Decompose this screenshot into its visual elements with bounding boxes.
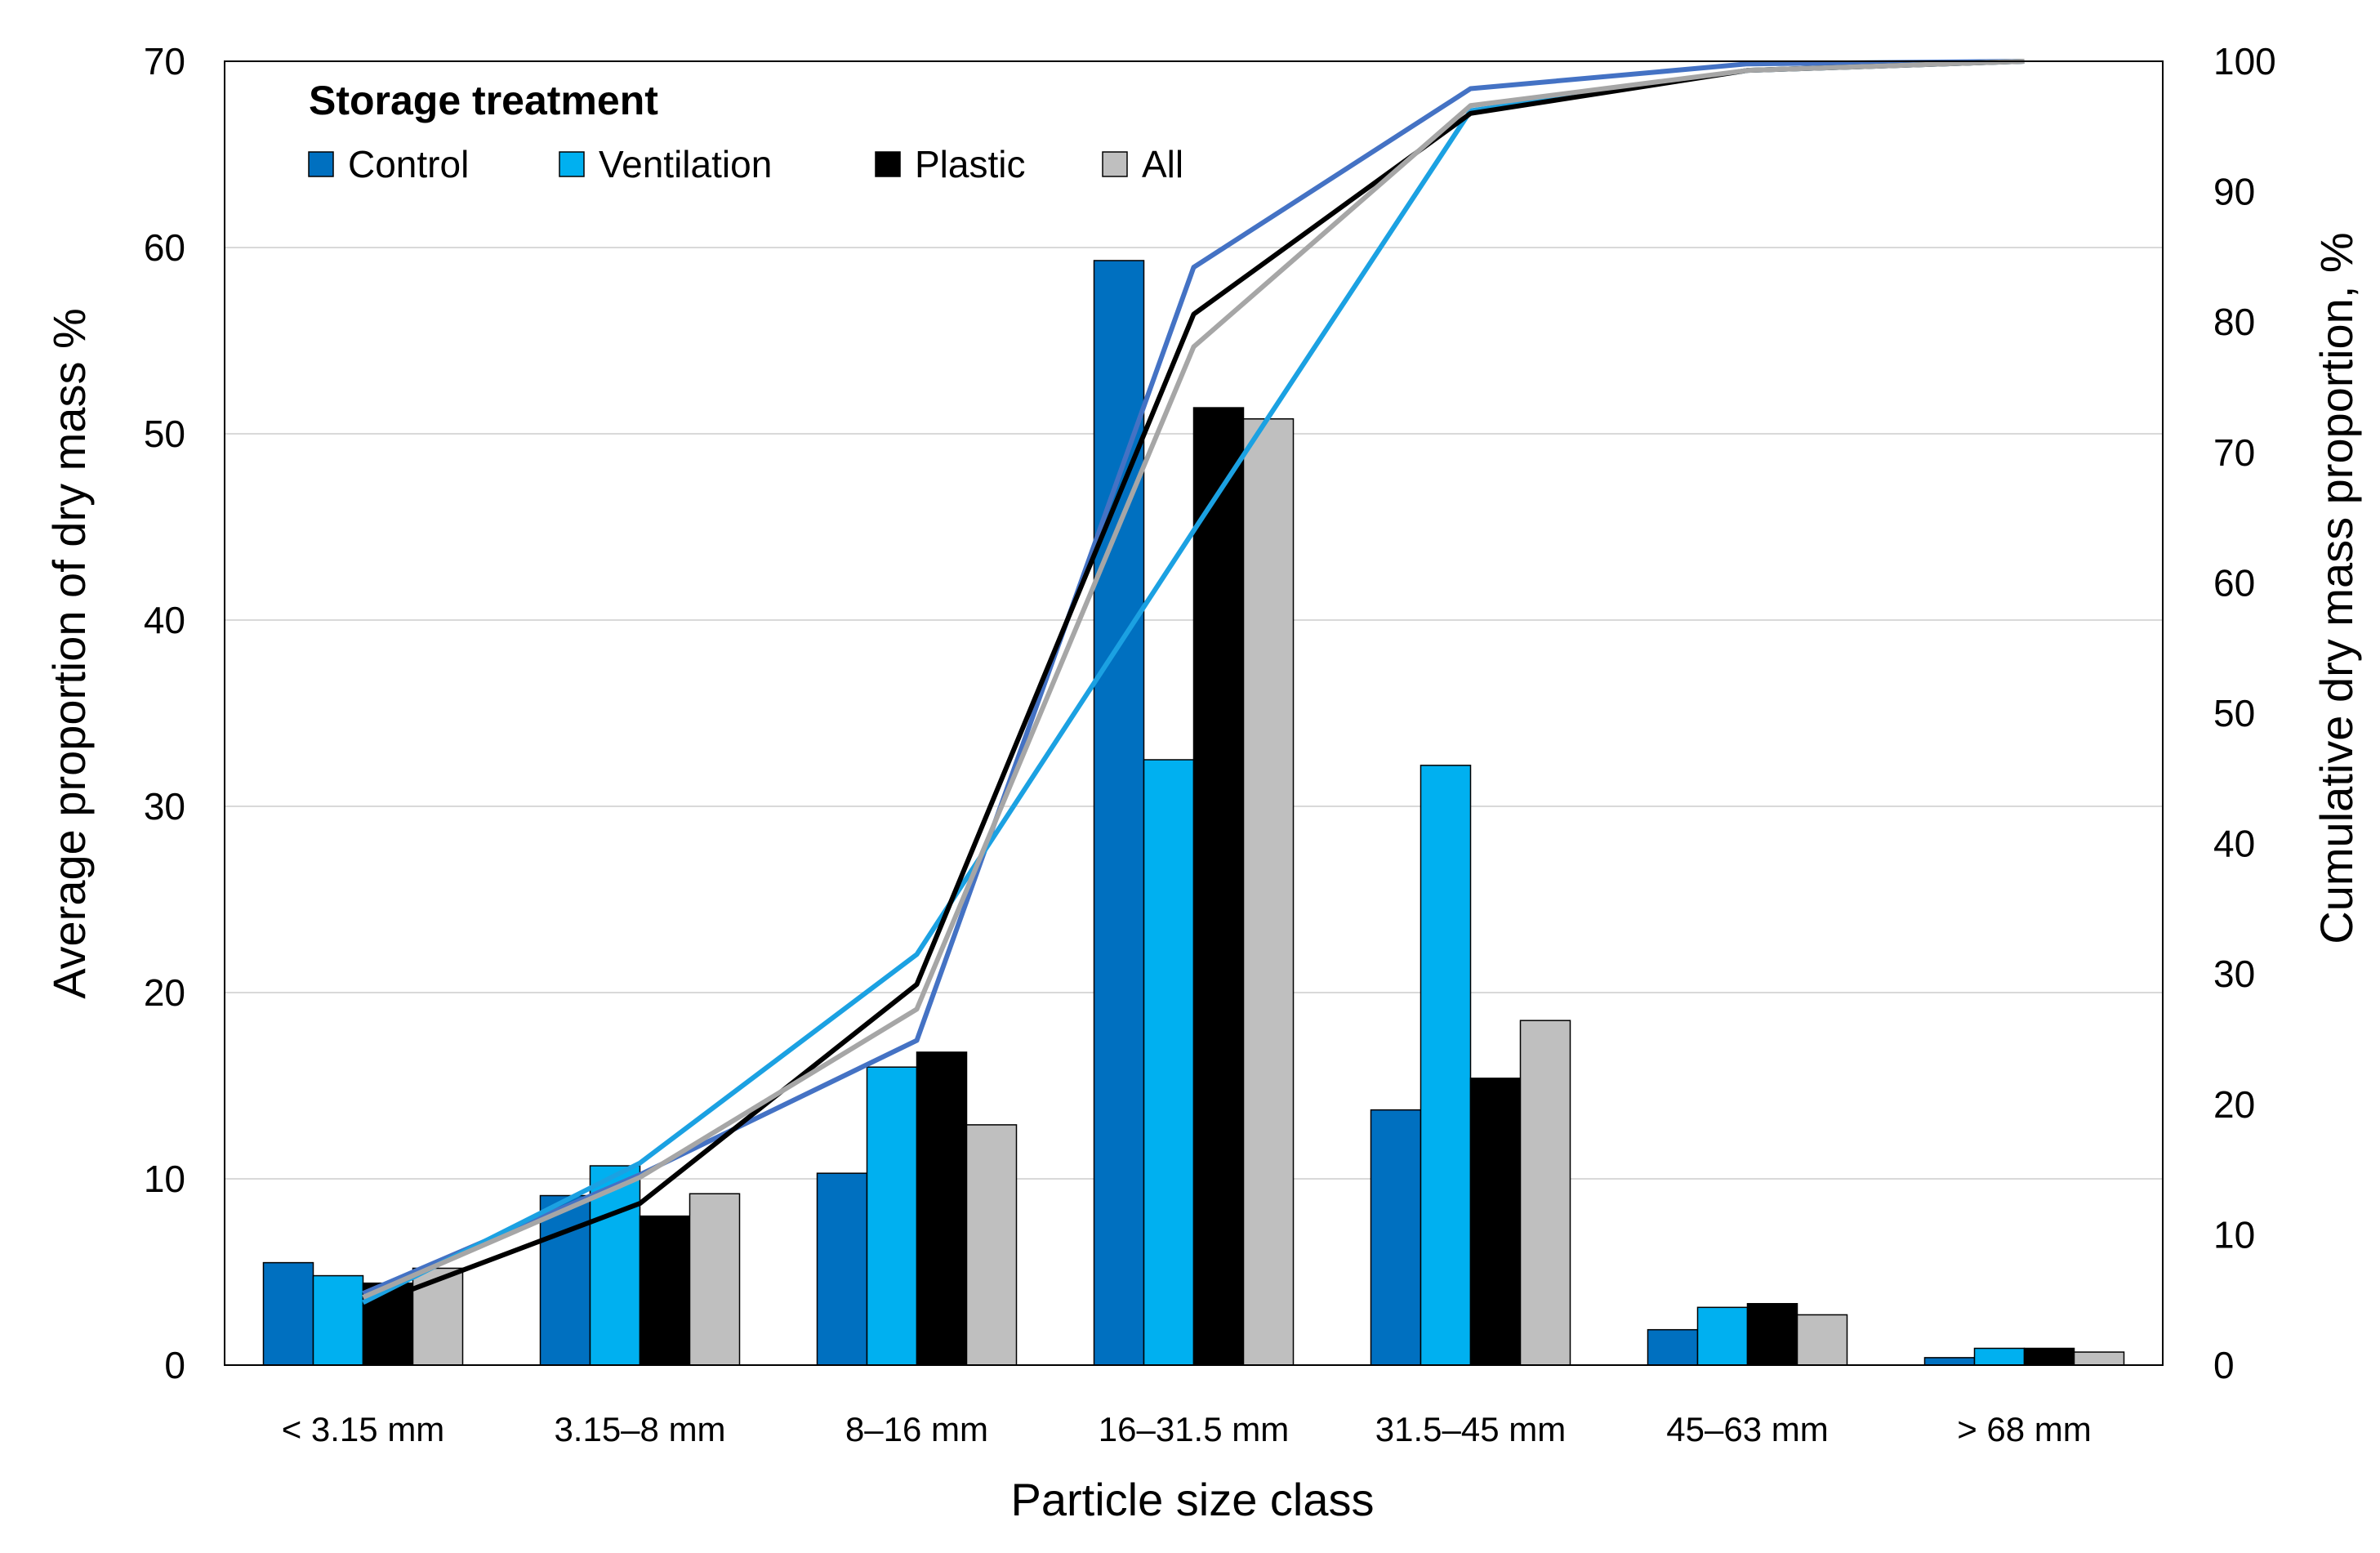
y2-tick-label: 90 [2213, 171, 2255, 213]
x-tick-label: < 3.15 mm [282, 1410, 445, 1448]
bar-plastic [1746, 1303, 1798, 1366]
y-tick-label: 30 [144, 785, 185, 828]
bar-all [689, 1193, 741, 1366]
y-tick-label: 10 [144, 1158, 185, 1200]
y2-axis-title: Cumulative dry mass proportion, % [2311, 232, 2362, 944]
x-tick-label: 45–63 mm [1666, 1410, 1828, 1448]
bar-ventilation [589, 1165, 641, 1366]
left-axis-ticks: 0 10 20 30 40 50 60 70 [144, 40, 185, 1386]
y-axis-title: Average proportion of dry mass % [43, 308, 95, 999]
x-tick-label: 8–16 mm [845, 1410, 988, 1448]
category-labels: < 3.15 mm 3.15–8 mm 8–16 mm 16–31.5 mm 31.5–… [282, 1410, 2092, 1448]
legend-swatch-ventilation [559, 151, 585, 177]
bar-control [1923, 1357, 1976, 1366]
cumulative-line-all [362, 59, 2025, 1300]
bar-plastic [639, 1215, 691, 1366]
bar-all [1796, 1314, 1848, 1366]
plot-frame [224, 60, 2164, 1366]
y2-tick-label: 50 [2213, 692, 2255, 734]
bar-all [2073, 1351, 2125, 1366]
legend-swatch-control [308, 151, 334, 177]
legend-label-ventilation: Ventilation [599, 143, 772, 185]
legend-swatch-plastic [875, 151, 901, 177]
bar-plastic [2023, 1347, 2075, 1366]
bar-ventilation [1420, 765, 1472, 1366]
bar-control [262, 1261, 314, 1366]
x-tick-label: 16–31.5 mm [1099, 1410, 1289, 1448]
cumulative-lines [362, 59, 2025, 1310]
bar-control [539, 1194, 591, 1366]
y2-tick-label: 100 [2213, 40, 2276, 83]
y2-tick-label: 0 [2213, 1344, 2235, 1386]
legend-title: Storage treatment [309, 78, 658, 123]
y-tick-label: 70 [144, 40, 185, 83]
x-tick-label: 31.5–45 mm [1375, 1410, 1566, 1448]
y-tick-label: 0 [164, 1344, 185, 1386]
y2-tick-label: 30 [2213, 953, 2255, 995]
bar-ventilation [1696, 1306, 1749, 1366]
bar-all [1242, 418, 1295, 1366]
legend-label-plastic: Plastic [915, 143, 1025, 185]
y2-tick-label: 60 [2213, 561, 2255, 604]
y2-tick-label: 80 [2213, 301, 2255, 343]
bar-series [262, 260, 2125, 1366]
y2-tick-label: 70 [2213, 431, 2255, 474]
legend: Storage treatment Control Ventilation Plas… [308, 78, 1183, 185]
bar-ventilation [312, 1274, 364, 1366]
y-tick-label: 20 [144, 971, 185, 1014]
bar-ventilation [866, 1066, 918, 1366]
bar-control [1370, 1109, 1422, 1366]
bar-all [1519, 1020, 1571, 1366]
bar-all [412, 1267, 464, 1366]
legend-items: Control Ventilation Plastic All [308, 143, 1183, 185]
legend-label-all: All [1142, 143, 1183, 185]
bar-control [816, 1172, 868, 1366]
bar-all [965, 1124, 1018, 1366]
bar-plastic [1192, 407, 1245, 1366]
y2-tick-label: 40 [2213, 823, 2255, 865]
right-axis-ticks: 0 10 20 30 40 50 60 70 80 90 100 [2213, 40, 2276, 1386]
y2-tick-label: 10 [2213, 1213, 2255, 1256]
bar-ventilation [1143, 759, 1195, 1366]
bar-control [1647, 1328, 1699, 1366]
y-tick-label: 60 [144, 226, 185, 269]
x-tick-label: > 68 mm [1957, 1410, 2092, 1448]
y-tick-label: 50 [144, 413, 185, 455]
y-tick-label: 40 [144, 599, 185, 641]
bar-plastic [916, 1051, 968, 1366]
y2-tick-label: 20 [2213, 1083, 2255, 1126]
bar-plastic [1469, 1078, 1522, 1366]
legend-label-control: Control [348, 143, 469, 185]
bar-ventilation [1973, 1347, 2026, 1366]
x-tick-label: 3.15–8 mm [554, 1410, 725, 1448]
legend-swatch-all [1102, 151, 1128, 177]
x-axis-title: Particle size class [1010, 1474, 1374, 1525]
